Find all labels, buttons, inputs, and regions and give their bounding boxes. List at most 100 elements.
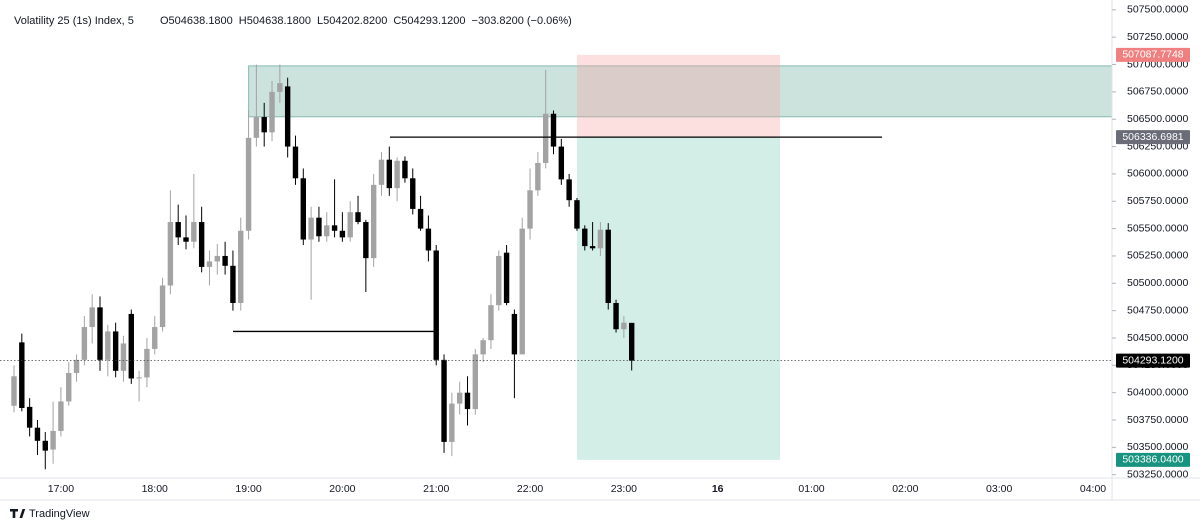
price-label: 504293.1200 bbox=[1122, 354, 1183, 366]
candle-body bbox=[363, 222, 369, 259]
candle-body bbox=[613, 302, 619, 330]
candle-body bbox=[292, 146, 299, 179]
candle-body bbox=[527, 190, 533, 229]
x-tick-label: 23:00 bbox=[611, 483, 637, 495]
y-tick-label: 503500.0000 bbox=[1127, 441, 1188, 453]
candle-body bbox=[42, 440, 48, 451]
ohlc-value: O504638.1800 bbox=[160, 15, 233, 27]
candle-body bbox=[81, 327, 88, 360]
candle-body bbox=[496, 255, 502, 306]
y-tick-label: 503250.0000 bbox=[1127, 468, 1188, 480]
candle-body bbox=[73, 359, 80, 373]
candle-body bbox=[58, 401, 64, 431]
candle-body bbox=[11, 376, 17, 406]
candle-body bbox=[519, 228, 525, 355]
candle-body bbox=[347, 212, 353, 238]
candle-body bbox=[245, 137, 252, 231]
candle-body bbox=[277, 83, 283, 92]
y-tick-label: 505250.0000 bbox=[1127, 250, 1188, 262]
y-tick-label: 505750.0000 bbox=[1127, 195, 1188, 207]
brand: TradingView bbox=[29, 508, 90, 520]
price-label: 506336.6981 bbox=[1122, 131, 1183, 143]
candle-body bbox=[112, 331, 119, 371]
y-tick-label: 505500.0000 bbox=[1127, 222, 1188, 234]
candle-body bbox=[308, 217, 314, 240]
candle-body bbox=[370, 184, 377, 259]
candle-body bbox=[503, 252, 510, 303]
candle-body bbox=[230, 265, 236, 303]
candle-body bbox=[253, 117, 260, 138]
candle-body bbox=[238, 230, 244, 303]
y-tick-label: 506500.0000 bbox=[1127, 113, 1188, 125]
drawings bbox=[248, 54, 1113, 460]
candle-body bbox=[566, 179, 572, 201]
y-tick-label: 503750.0000 bbox=[1127, 414, 1188, 426]
ohlc-value: −303.8200 (−0.06%) bbox=[472, 15, 572, 27]
candle-body bbox=[339, 230, 346, 238]
price-label: 507087.7748 bbox=[1122, 49, 1183, 61]
candle-body bbox=[50, 430, 56, 450]
candle-body bbox=[535, 162, 541, 191]
x-tick-label: 01:00 bbox=[798, 483, 824, 495]
axes: 503250.0000 503500.0000 503750.0000 504000.… bbox=[48, 4, 1190, 495]
candle-body bbox=[198, 222, 205, 267]
y-tick-label: 504500.0000 bbox=[1127, 332, 1188, 344]
candle-body bbox=[183, 237, 189, 242]
candle-body bbox=[159, 285, 166, 328]
price-label-box bbox=[1116, 47, 1190, 62]
candle-body bbox=[605, 229, 611, 303]
x-tick-label: 03:00 bbox=[986, 483, 1012, 495]
x-tick-label: 22:00 bbox=[517, 483, 543, 495]
price-label-box bbox=[1116, 452, 1190, 467]
candle-body bbox=[324, 225, 330, 237]
candle-body bbox=[152, 327, 158, 349]
candle-body bbox=[488, 305, 494, 341]
candle-body bbox=[597, 229, 604, 249]
candle-body bbox=[511, 313, 518, 355]
candle-body bbox=[284, 86, 291, 147]
candle-body bbox=[402, 160, 408, 179]
candle-body bbox=[386, 159, 393, 189]
candle-body bbox=[456, 392, 463, 404]
candle-body bbox=[355, 212, 361, 223]
candle-body bbox=[441, 359, 447, 442]
candle-body bbox=[449, 403, 455, 442]
x-tick-label: 19:00 bbox=[235, 483, 261, 495]
candle-body bbox=[433, 250, 439, 360]
candle-body bbox=[269, 91, 275, 133]
candle-body bbox=[97, 307, 103, 360]
candle-body bbox=[191, 222, 197, 242]
candle-body bbox=[66, 372, 72, 402]
x-tick-label: 17:00 bbox=[48, 483, 74, 495]
tradingview-logo: TradingView bbox=[10, 508, 90, 520]
y-tick-label: 504000.0000 bbox=[1127, 386, 1188, 398]
y-tick-label: 507250.0000 bbox=[1127, 31, 1188, 43]
x-tick-label: 16 bbox=[712, 483, 724, 495]
candle-body bbox=[136, 377, 142, 379]
candle-body bbox=[105, 331, 111, 360]
price-label-box bbox=[1116, 353, 1190, 368]
chart-title: Volatility 25 (1s) Index, 5 bbox=[14, 15, 134, 27]
candle-body bbox=[550, 113, 557, 147]
candle-body bbox=[425, 228, 432, 251]
price-label: 503386.0400 bbox=[1122, 454, 1183, 466]
y-tick-label: 506750.0000 bbox=[1127, 86, 1188, 98]
candle-body bbox=[417, 208, 424, 229]
x-tick-label: 04:00 bbox=[1080, 483, 1106, 495]
candle-body bbox=[128, 313, 134, 379]
ohlc-value: L504202.8200 bbox=[317, 15, 387, 27]
candle-body bbox=[19, 342, 25, 408]
candle-body bbox=[331, 225, 338, 231]
candle-body bbox=[26, 406, 33, 428]
x-tick-label: 02:00 bbox=[892, 483, 918, 495]
candle-body bbox=[120, 343, 127, 371]
candle-body bbox=[34, 427, 41, 441]
candle-body bbox=[628, 322, 635, 361]
candle-body bbox=[167, 222, 174, 286]
candle-body bbox=[144, 348, 150, 378]
zone bbox=[248, 65, 1113, 118]
candle-body bbox=[378, 159, 385, 185]
candle-body bbox=[542, 113, 549, 163]
x-tick-label: 21:00 bbox=[423, 483, 449, 495]
